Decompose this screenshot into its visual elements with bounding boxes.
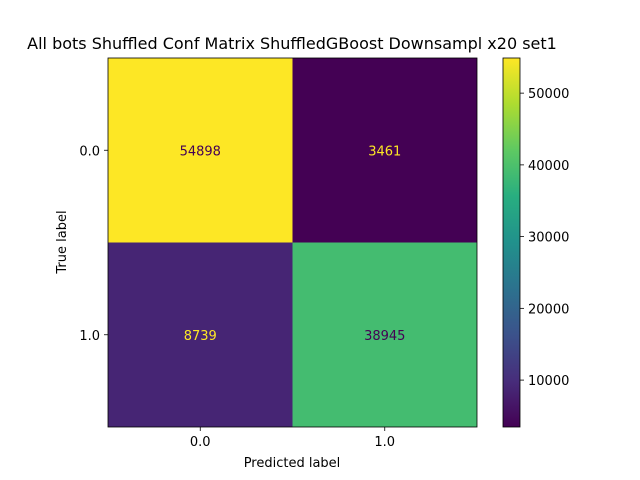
x-tick-label: 1.0 [374,435,395,450]
matrix-cell-r0-c0 [108,58,293,243]
colorbar-tick-label: 20000 [528,302,569,317]
colorbar-ticks: 10000 20000 30000 40000 50000 [520,87,569,389]
matrix-cell-r1-c1 [292,242,477,427]
matrix-cell-labels: 54898 3461 8739 38945 [180,144,406,344]
matrix-cells [108,58,477,427]
colorbar-tick-label: 30000 [528,231,569,246]
x-axis-label: Predicted label [244,456,341,471]
colorbar-tick-label: 50000 [528,87,569,102]
colorbar-tick-label: 40000 [528,159,569,174]
cell-value-label: 54898 [180,144,221,159]
matrix-cell-r0-c1 [292,58,477,243]
cell-value-label: 38945 [364,329,405,344]
plot-frame [107,57,478,428]
matrix-axes: 0.0 1.0 0.0 1.0 [79,57,478,450]
y-axis-label: True label [55,210,70,274]
colorbar-tick-label: 10000 [528,374,569,389]
cell-value-label: 8739 [184,329,217,344]
x-tick-label: 0.0 [190,435,211,450]
cell-value-label: 3461 [368,144,401,159]
matrix-cell-r1-c0 [108,242,293,427]
chart-title: All bots Shuffled Conf Matrix ShuffledGB… [27,34,557,53]
y-tick-label: 0.0 [79,144,100,159]
y-tick-label: 1.0 [79,329,100,344]
colorbar [502,57,521,428]
